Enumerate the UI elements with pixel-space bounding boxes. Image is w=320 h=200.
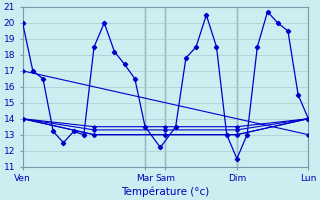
X-axis label: Température (°c): Température (°c) bbox=[121, 186, 210, 197]
